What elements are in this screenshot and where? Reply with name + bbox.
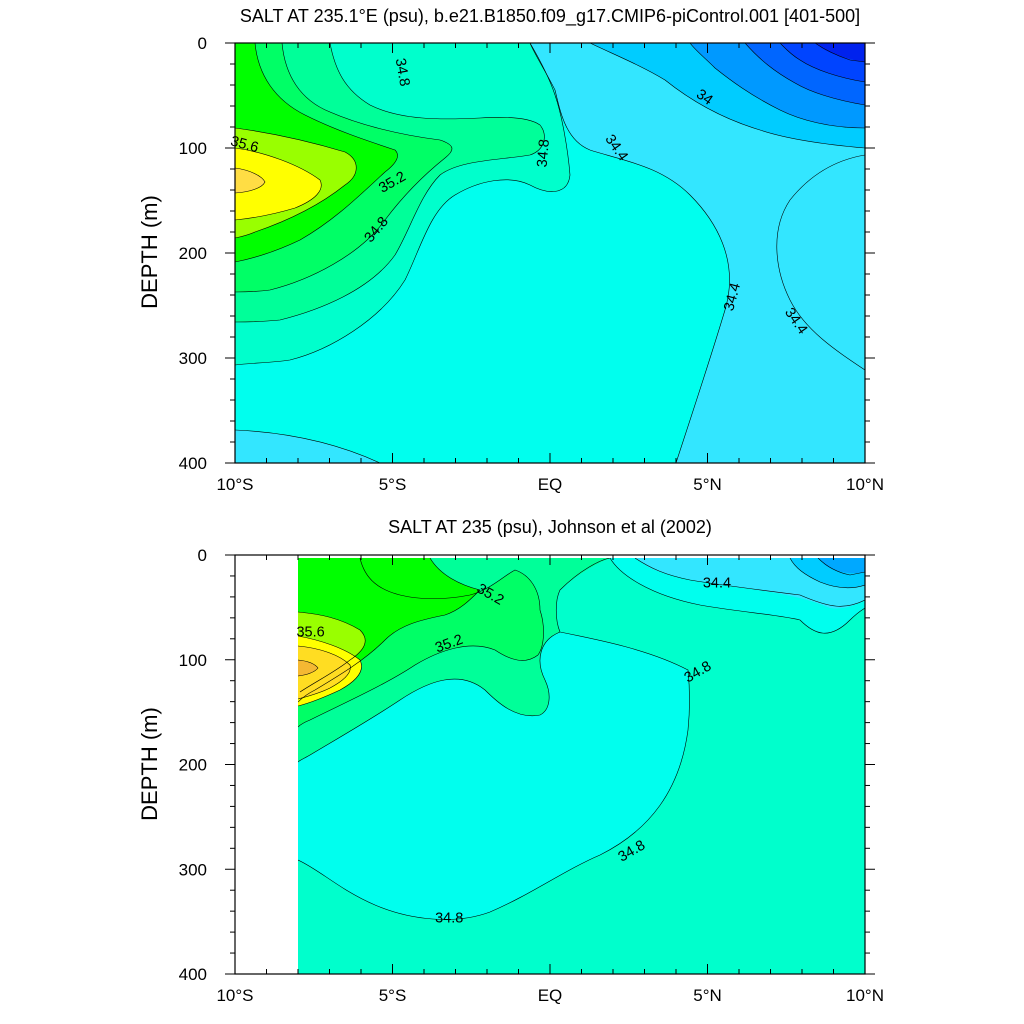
y-tick-label: 0 [198, 546, 207, 565]
panel-observations: SALT AT 235 (psu), Johnson et al (2002) … [137, 517, 884, 1005]
x-tick-label: EQ [538, 475, 563, 494]
contour-field [235, 43, 865, 463]
y-tick-label: 100 [179, 139, 207, 158]
y-axis-label: DEPTH (m) [137, 195, 162, 309]
contour-label: 34.4 [703, 575, 731, 591]
y-tick-label: 0 [198, 34, 207, 53]
x-tick-label: 10°S [216, 986, 253, 1005]
x-tick-label: 10°N [846, 475, 884, 494]
x-tick-label: 5°S [379, 475, 407, 494]
y-tick-label: 300 [179, 349, 207, 368]
contour-fill-mid-blue [818, 558, 865, 574]
contour-fill-gold [298, 646, 351, 699]
x-tick-label: 5°N [693, 475, 722, 494]
contour-lines [235, 43, 865, 463]
contour-label: 34.8 [535, 138, 553, 168]
y-tick-label: 300 [179, 860, 207, 879]
x-tick-label: 10°S [216, 475, 253, 494]
contour-lines [298, 558, 865, 920]
y-axis-label: DEPTH (m) [137, 707, 162, 821]
contour-fill-gold [235, 168, 265, 193]
contour-label: 34.8 [435, 910, 463, 926]
x-tick-label: 5°N [693, 986, 722, 1005]
contour-fill-yellow [235, 148, 322, 220]
y-tick-label: 200 [179, 756, 207, 775]
contour-fill-cyan-blue [530, 43, 865, 463]
panel-model: SALT AT 235.1°E (psu), b.e21.B1850.f09_g… [137, 6, 884, 494]
contour-fill-deep-blue [815, 43, 865, 62]
chart-title: SALT AT 235 (psu), Johnson et al (2002) [388, 517, 712, 537]
y-axis: 0 100 200 300 400 [179, 546, 875, 984]
y-axis: 0 100 200 300 400 [179, 34, 875, 473]
contour-label: 35.6 [229, 133, 260, 156]
contour-label: 34.4 [721, 281, 744, 312]
x-tick-label: 10°N [846, 986, 884, 1005]
contour-field [298, 558, 865, 974]
contour-fill-aqua-green [298, 558, 865, 974]
chart-title: SALT AT 235.1°E (psu), b.e21.B1850.f09_g… [240, 6, 860, 27]
y-tick-label: 400 [179, 454, 207, 473]
contour-fill-cyan-blue-2 [235, 430, 380, 463]
x-tick-label: EQ [538, 986, 563, 1005]
y-tick-label: 200 [179, 244, 207, 263]
x-axis: 10°S 5°S EQ 5°N 10°N [216, 43, 884, 494]
x-axis: 10°S 5°S EQ 5°N 10°N [216, 555, 884, 1005]
contour-label: 35.6 [296, 625, 324, 641]
y-tick-label: 100 [179, 651, 207, 670]
x-tick-label: 5°S [379, 986, 407, 1005]
y-tick-label: 400 [179, 965, 207, 984]
contour-label: 34.8 [392, 57, 413, 88]
contour-label: 34 [693, 86, 715, 108]
